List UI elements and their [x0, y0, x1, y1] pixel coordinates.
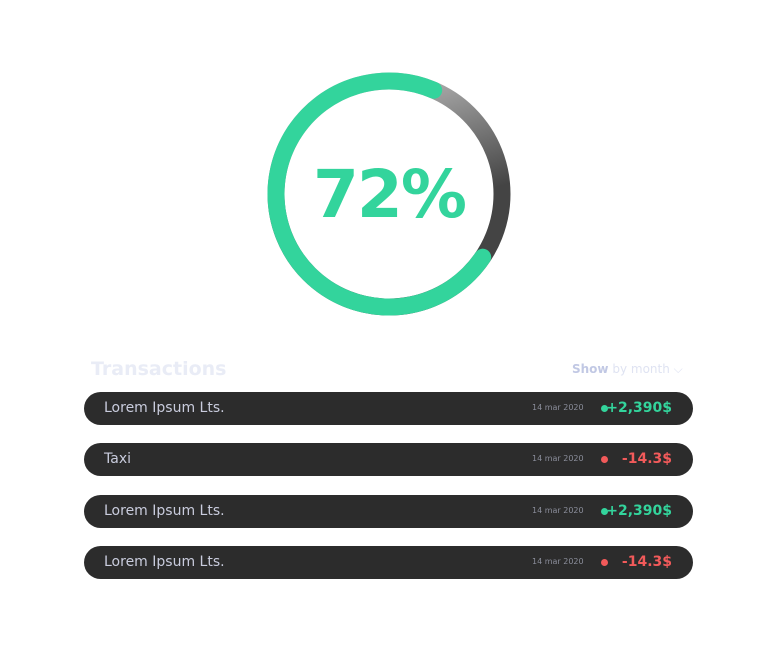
transaction-row[interactable]: Lorem Ipsum Lts. 14 mar 2020 +2,390$ — [84, 495, 693, 528]
transaction-date: 14 mar 2020 — [532, 403, 584, 412]
transactions-title: Transactions — [91, 358, 227, 380]
status-dot-icon — [601, 559, 608, 566]
transaction-amount: +2,390$ — [606, 503, 672, 519]
status-dot-icon — [601, 405, 608, 412]
chevron-down-icon: ⌵ — [673, 362, 683, 376]
period-filter[interactable]: Show by month ⌵ — [572, 362, 683, 377]
transaction-name: Lorem Ipsum Lts. — [104, 503, 225, 519]
transaction-amount: -14.3$ — [621, 451, 672, 467]
show-label: Show — [572, 362, 609, 376]
status-dot-icon — [601, 456, 608, 463]
transaction-date: 14 mar 2020 — [532, 454, 584, 463]
transaction-name: Taxi — [104, 451, 131, 467]
progress-ring — [267, 72, 511, 316]
transaction-row[interactable]: Lorem Ipsum Lts. 14 mar 2020 -14.3$ — [84, 546, 693, 579]
transaction-amount: -14.3$ — [621, 554, 672, 570]
progress-arc — [267, 72, 511, 316]
transaction-row[interactable]: Lorem Ipsum Lts. 14 mar 2020 +2,390$ — [84, 392, 693, 425]
filter-value: by month — [612, 362, 670, 376]
transaction-row[interactable]: Taxi 14 mar 2020 -14.3$ — [84, 443, 693, 476]
status-dot-icon — [601, 508, 608, 515]
transaction-name: Lorem Ipsum Lts. — [104, 400, 225, 416]
transaction-name: Lorem Ipsum Lts. — [104, 554, 225, 570]
progress-percent: 72% — [313, 155, 467, 233]
transaction-amount: +2,390$ — [606, 400, 672, 416]
transaction-date: 14 mar 2020 — [532, 557, 584, 566]
transaction-date: 14 mar 2020 — [532, 506, 584, 515]
